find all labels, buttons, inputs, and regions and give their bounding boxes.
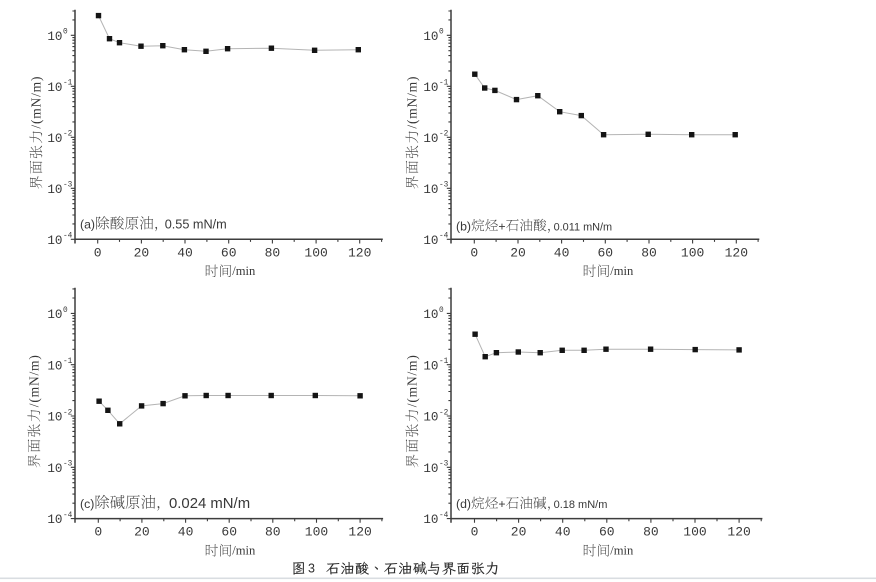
svg-text:10: 10 <box>47 462 62 476</box>
svg-text:10: 10 <box>423 411 438 425</box>
svg-text:0: 0 <box>439 307 444 315</box>
svg-text:(d): (d) <box>456 497 471 511</box>
svg-text:80: 80 <box>641 245 657 260</box>
svg-text:/min: /min <box>232 544 256 558</box>
svg-text:0.18 mN/m: 0.18 mN/m <box>554 499 608 511</box>
svg-text:/min: /min <box>610 264 634 278</box>
svg-text:20: 20 <box>134 525 150 540</box>
svg-text:40: 40 <box>177 245 193 260</box>
svg-text:3: 3 <box>308 562 315 576</box>
svg-text:120: 120 <box>727 525 750 540</box>
svg-text:-2: -2 <box>63 409 73 417</box>
svg-text:10: 10 <box>423 183 438 197</box>
svg-text:-4: -4 <box>439 233 449 241</box>
svg-text:10: 10 <box>423 81 438 95</box>
svg-text:(c): (c) <box>80 497 94 511</box>
svg-text:20: 20 <box>511 525 527 540</box>
svg-text:100: 100 <box>304 245 327 260</box>
svg-text:(a): (a) <box>80 218 95 232</box>
svg-text:10: 10 <box>423 359 438 373</box>
svg-text:80: 80 <box>265 525 281 540</box>
svg-text:10: 10 <box>423 513 438 527</box>
svg-text:10: 10 <box>423 462 438 476</box>
svg-text:10: 10 <box>47 30 62 44</box>
svg-text:10: 10 <box>47 234 62 248</box>
svg-text:/min: /min <box>232 264 256 278</box>
svg-text:-2: -2 <box>63 131 73 139</box>
svg-text:/(mN/m): /(mN/m) <box>404 76 419 129</box>
svg-text:10: 10 <box>47 513 62 527</box>
svg-text:-3: -3 <box>63 461 73 469</box>
svg-text:-2: -2 <box>439 131 449 139</box>
svg-text:100: 100 <box>681 245 704 260</box>
svg-text:0: 0 <box>470 245 478 260</box>
svg-text:40: 40 <box>178 525 194 540</box>
svg-text:/(mN/m): /(mN/m) <box>28 76 43 129</box>
svg-text:20: 20 <box>134 245 150 260</box>
svg-text:-4: -4 <box>439 512 449 520</box>
svg-text:-1: -1 <box>439 80 449 88</box>
svg-text:/min: /min <box>610 544 634 558</box>
svg-text:0: 0 <box>439 29 444 37</box>
svg-text:10: 10 <box>47 81 62 95</box>
svg-text:0.024 mN/m: 0.024 mN/m <box>169 496 250 512</box>
svg-text:+: + <box>498 497 505 511</box>
svg-text:0: 0 <box>94 525 102 540</box>
svg-text:60: 60 <box>221 245 237 260</box>
svg-text:-4: -4 <box>63 512 73 520</box>
svg-text:/(mN/m): /(mN/m) <box>26 354 41 407</box>
svg-text:120: 120 <box>725 245 748 260</box>
svg-text:60: 60 <box>221 525 237 540</box>
svg-text:(b): (b) <box>456 219 471 233</box>
svg-text:-2: -2 <box>439 409 449 417</box>
svg-text:-1: -1 <box>63 80 73 88</box>
svg-text:100: 100 <box>305 525 328 540</box>
svg-text:10: 10 <box>423 132 438 146</box>
svg-text:10: 10 <box>47 411 62 425</box>
svg-text:60: 60 <box>599 525 615 540</box>
svg-text:80: 80 <box>265 245 281 260</box>
svg-text:0.011 mN/m: 0.011 mN/m <box>554 221 613 233</box>
svg-text:60: 60 <box>597 245 613 260</box>
svg-text:-3: -3 <box>439 461 449 469</box>
svg-text:-1: -1 <box>439 358 449 366</box>
svg-text:10: 10 <box>423 234 438 248</box>
svg-text:10: 10 <box>47 359 62 373</box>
svg-text:10: 10 <box>47 132 62 146</box>
svg-text:10: 10 <box>423 308 438 322</box>
svg-text:40: 40 <box>554 245 570 260</box>
svg-text:100: 100 <box>683 525 706 540</box>
svg-text:-1: -1 <box>63 358 73 366</box>
svg-text:10: 10 <box>47 183 62 197</box>
svg-text:10: 10 <box>47 308 62 322</box>
svg-text:0: 0 <box>63 307 68 315</box>
svg-text:40: 40 <box>555 525 571 540</box>
svg-text:0: 0 <box>63 29 68 37</box>
svg-text:10: 10 <box>423 30 438 44</box>
svg-text:-3: -3 <box>439 182 449 190</box>
svg-text:0: 0 <box>94 245 102 260</box>
svg-text:120: 120 <box>348 525 371 540</box>
svg-text:80: 80 <box>643 525 659 540</box>
svg-text:20: 20 <box>510 245 526 260</box>
svg-text:/(mN/m): /(mN/m) <box>404 354 419 407</box>
svg-text:0: 0 <box>471 525 479 540</box>
svg-text:+: + <box>498 219 505 233</box>
svg-text:-3: -3 <box>63 182 73 190</box>
svg-text:-4: -4 <box>63 233 73 241</box>
svg-text:120: 120 <box>348 245 371 260</box>
svg-text:0.55 mN/m: 0.55 mN/m <box>165 218 227 232</box>
